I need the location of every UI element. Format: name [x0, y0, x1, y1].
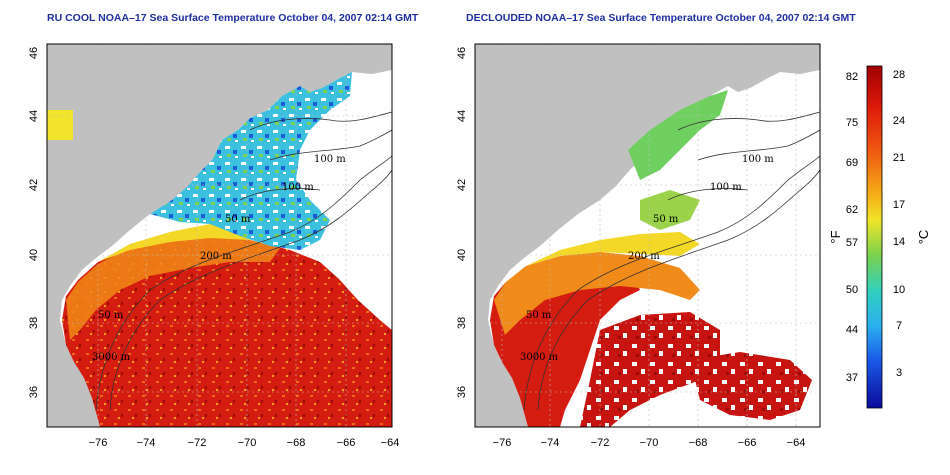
left-warm-water	[62, 236, 392, 427]
right-land	[475, 44, 820, 427]
x-tick-label: −72	[591, 437, 610, 449]
x-tick-label: −64	[381, 437, 400, 449]
celsius-tick: 28	[893, 69, 905, 81]
left-contour-label: 100 m	[314, 154, 346, 165]
y-tick-label: 44	[28, 110, 40, 122]
x-tick-label: −76	[89, 437, 108, 449]
right-yellow-band	[526, 232, 700, 266]
y-tick-label: 46	[28, 47, 40, 59]
left-grid	[47, 44, 392, 427]
left-contour-label: 200 m	[200, 251, 232, 262]
right-panel-title: DECLOUDED NOAA–17 Sea Surface Temperatur…	[466, 12, 856, 24]
left-cool-water	[150, 72, 352, 250]
left-map	[46, 43, 393, 428]
right-contour-label: 100 m	[742, 154, 774, 165]
celsius-tick: 3	[896, 367, 902, 379]
right-grid	[475, 44, 820, 427]
fahrenheit-tick: 57	[846, 237, 858, 249]
right-contour-label: 200 m	[628, 251, 660, 262]
y-tick-label: 40	[456, 249, 468, 261]
left-inland-patch	[47, 110, 73, 140]
celsius-tick: 14	[893, 236, 905, 248]
y-tick-label: 44	[456, 110, 468, 122]
left-orange-band	[66, 236, 280, 340]
y-tick-label: 42	[28, 179, 40, 191]
left-y-axis: 46 44 42 40 38 36	[28, 47, 40, 398]
right-contour-label: 50 m	[653, 214, 679, 225]
left-contour-label: 3000 m	[92, 352, 131, 363]
right-contour-label: 100 m	[710, 182, 742, 193]
left-x-axis: −76 −74 −72 −70 −68 −66 −64	[89, 437, 400, 449]
right-offshore-warm	[690, 352, 812, 420]
right-map-frame	[474, 43, 821, 428]
right-y-axis: 46 44 42 40 38 36	[456, 47, 468, 398]
x-tick-label: −68	[689, 437, 708, 449]
fahrenheit-tick: 75	[846, 117, 858, 129]
fahrenheit-tick: 82	[846, 71, 858, 83]
colorbar: 82 75 69 62 57 50 44 37 28 24 21 17 14 1…	[828, 65, 931, 409]
x-tick-label: −64	[787, 437, 806, 449]
x-tick-label: −74	[541, 437, 560, 449]
y-tick-label: 40	[28, 249, 40, 261]
left-panel-title: RU COOL NOAA–17 Sea Surface Temperature …	[47, 12, 419, 24]
right-orange-band	[494, 252, 700, 335]
fahrenheit-tick: 44	[846, 324, 858, 336]
right-x-axis: −76 −74 −72 −70 −68 −66 −64	[493, 437, 806, 449]
y-tick-label: 36	[456, 386, 468, 398]
y-tick-label: 36	[28, 386, 40, 398]
fahrenheit-tick: 69	[846, 157, 858, 169]
celsius-unit-label: °C	[916, 230, 931, 245]
celsius-tick: 24	[893, 115, 905, 127]
y-tick-label: 38	[28, 317, 40, 329]
x-tick-label: −70	[640, 437, 659, 449]
right-contours	[523, 111, 821, 411]
fahrenheit-tick: 62	[846, 204, 858, 216]
colorbar-fahrenheit-scale: 82 75 69 62 57 50 44 37	[846, 71, 858, 384]
left-contour-label: 50 m	[225, 214, 251, 225]
y-tick-label: 38	[456, 317, 468, 329]
celsius-tick: 7	[896, 320, 902, 332]
right-contour-label: 3000 m	[520, 352, 559, 363]
x-tick-label: −70	[238, 437, 257, 449]
left-yellow-band	[98, 222, 262, 262]
right-offshore-warm	[580, 312, 720, 427]
left-land	[47, 44, 392, 427]
x-tick-label: −66	[337, 437, 356, 449]
left-map-frame	[46, 43, 393, 428]
x-tick-label: −74	[137, 437, 156, 449]
y-tick-label: 42	[456, 179, 468, 191]
x-tick-label: −76	[493, 437, 512, 449]
x-tick-label: −68	[287, 437, 306, 449]
right-cool-water	[640, 190, 700, 230]
celsius-tick: 21	[893, 152, 905, 164]
right-contour-label: 50 m	[526, 310, 552, 321]
x-tick-label: −66	[738, 437, 757, 449]
celsius-tick: 10	[893, 284, 905, 296]
colorbar-celsius-scale: 28 24 21 17 14 10 7 3	[893, 69, 905, 379]
fahrenheit-tick: 37	[846, 372, 858, 384]
celsius-tick: 17	[893, 199, 905, 211]
left-contours	[95, 111, 393, 411]
colorbar-gradient	[866, 65, 883, 409]
left-contour-label: 50 m	[98, 310, 124, 321]
fahrenheit-tick: 50	[846, 284, 858, 296]
x-tick-label: −72	[188, 437, 207, 449]
y-tick-label: 46	[456, 47, 468, 59]
right-map	[474, 43, 821, 428]
fahrenheit-unit-label: °F	[828, 230, 843, 243]
right-cool-water	[628, 90, 728, 180]
left-contour-label: 100 m	[282, 182, 314, 193]
